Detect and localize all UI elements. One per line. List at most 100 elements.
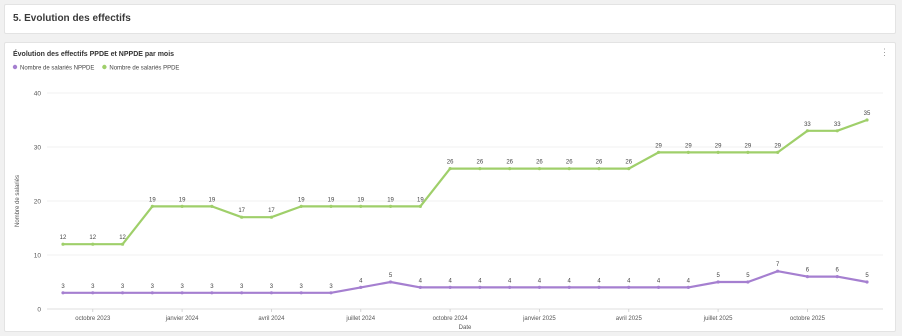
series-line — [63, 118, 868, 246]
data-label: 19 — [209, 197, 216, 203]
y-tick-label: 20 — [34, 199, 42, 206]
data-label: 4 — [627, 278, 631, 284]
data-label: 5 — [389, 273, 393, 279]
data-point — [150, 204, 154, 208]
data-point — [686, 285, 690, 289]
data-label: 33 — [804, 122, 811, 128]
data-point — [656, 285, 661, 289]
data-point — [656, 150, 661, 154]
legend-label: Nombre de salariés NPPDE — [20, 66, 94, 72]
x-tick-label: octobre 2024 — [433, 316, 469, 322]
data-point — [150, 291, 154, 295]
x-tick-label: janvier 2024 — [165, 316, 199, 322]
data-label: 19 — [387, 197, 394, 203]
data-label: 3 — [151, 284, 155, 290]
data-point — [418, 204, 422, 208]
data-point — [508, 285, 512, 289]
data-label: 19 — [298, 197, 305, 203]
data-label: 26 — [536, 160, 543, 166]
x-tick-label: juillet 2024 — [345, 316, 375, 322]
data-point — [418, 285, 422, 289]
x-tick-label: avril 2025 — [616, 316, 643, 322]
data-point — [835, 129, 839, 133]
data-point — [865, 118, 869, 122]
data-point — [359, 285, 363, 289]
legend-marker — [12, 64, 18, 70]
data-point — [448, 285, 452, 289]
data-point — [210, 291, 214, 295]
data-point — [746, 150, 750, 154]
data-point — [329, 204, 333, 208]
data-label: 19 — [417, 197, 424, 203]
y-tick-label: 10 — [34, 253, 42, 260]
data-label: 4 — [597, 278, 601, 284]
data-point — [627, 285, 631, 289]
data-point — [835, 275, 839, 279]
data-point — [627, 167, 631, 171]
data-label: 3 — [329, 284, 333, 290]
data-point — [210, 204, 214, 208]
data-point — [359, 204, 363, 208]
data-label: 4 — [359, 278, 363, 284]
data-label: 4 — [508, 278, 512, 284]
data-point — [686, 150, 690, 154]
data-label: 26 — [566, 160, 573, 166]
data-label: 29 — [685, 143, 692, 149]
data-label: 5 — [746, 273, 750, 279]
data-point — [597, 285, 601, 289]
y-tick-label: 0 — [37, 307, 41, 314]
data-label: 19 — [328, 197, 335, 203]
data-label: 35 — [864, 111, 871, 117]
data-label: 3 — [300, 284, 304, 290]
data-point — [597, 167, 601, 171]
data-point — [329, 291, 333, 295]
data-label: 5 — [865, 273, 869, 279]
y-tick-label: 30 — [34, 145, 42, 152]
data-label: 29 — [655, 143, 662, 149]
chart-card: ⋮ Évolution des effectifs PPDE et NPPDE … — [4, 42, 896, 332]
data-label: 4 — [538, 278, 542, 284]
data-label: 19 — [357, 197, 364, 203]
y-axis-label: Nombre de salariés — [15, 175, 21, 227]
legend-label: Nombre de salariés PPDE — [109, 66, 179, 72]
legend-marker — [102, 64, 107, 70]
data-point — [388, 280, 393, 284]
data-label: 6 — [806, 268, 810, 274]
x-tick-label: avril 2024 — [258, 316, 285, 322]
data-point — [240, 215, 244, 219]
data-label: 19 — [149, 197, 156, 203]
data-label: 5 — [716, 273, 720, 279]
data-point — [508, 167, 512, 171]
data-label: 29 — [774, 143, 781, 149]
data-point — [478, 167, 482, 171]
more-icon[interactable]: ⋮ — [880, 47, 889, 57]
data-point — [180, 204, 184, 208]
x-tick-label: octobre 2023 — [75, 316, 111, 322]
data-label: 3 — [121, 284, 125, 290]
data-label: 3 — [61, 284, 65, 290]
data-point — [61, 242, 65, 246]
data-label: 26 — [506, 160, 513, 166]
data-point — [478, 285, 482, 289]
data-point — [388, 204, 393, 208]
data-point — [120, 242, 125, 246]
chart-title: Évolution des effectifs PPDE et NPPDE pa… — [13, 49, 174, 58]
section-header-card: 5. Evolution des effectifs — [4, 4, 896, 34]
data-label: 19 — [179, 197, 186, 203]
data-point — [91, 291, 95, 295]
data-point — [716, 150, 720, 154]
data-label: 3 — [91, 284, 95, 290]
data-point — [716, 280, 720, 284]
data-label: 7 — [776, 262, 780, 268]
data-label: 6 — [836, 268, 840, 274]
x-tick-label: octobre 2025 — [790, 316, 826, 322]
data-point — [537, 285, 542, 289]
data-label: 3 — [270, 284, 274, 290]
data-point — [805, 129, 810, 133]
data-point — [567, 167, 571, 171]
data-point — [299, 291, 303, 295]
data-point — [865, 280, 869, 284]
data-label: 4 — [687, 278, 691, 284]
data-label: 12 — [119, 235, 126, 241]
data-label: 4 — [448, 278, 452, 284]
